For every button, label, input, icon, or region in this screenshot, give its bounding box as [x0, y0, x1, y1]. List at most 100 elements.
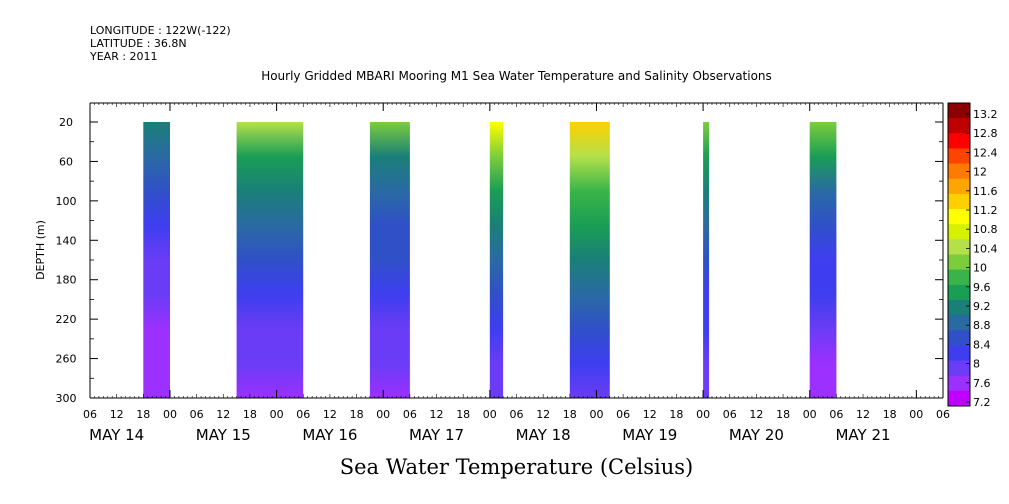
- x-hour-label: 12: [856, 408, 870, 421]
- x-day-label: MAY 16: [302, 426, 357, 444]
- colorbar-bin: [948, 224, 970, 240]
- x-hour-label: 00: [696, 408, 710, 421]
- colorbar-bin: [948, 163, 970, 180]
- y-axis-label: DEPTH (m): [34, 220, 47, 280]
- colorbar-label: 9.2: [973, 300, 991, 313]
- data-segment: [236, 122, 304, 398]
- x-hour-label: 06: [829, 408, 843, 421]
- x-day-label: MAY 20: [729, 426, 784, 444]
- x-hour-label: 06: [510, 408, 524, 421]
- colorbar-label: 10.8: [973, 223, 998, 236]
- year-label: YEAR : 2011: [90, 50, 158, 63]
- y-tick-label: 20: [59, 116, 73, 129]
- colorbar-label: 12: [973, 166, 987, 179]
- y-tick-label: 100: [56, 195, 77, 208]
- x-hour-label: 18: [776, 408, 790, 421]
- x-day-label: MAY 21: [835, 426, 890, 444]
- colorbar-bin: [948, 118, 970, 134]
- colorbar-bin: [948, 209, 970, 225]
- x-hour-label: 06: [403, 408, 417, 421]
- x-hour-label: 06: [723, 408, 737, 421]
- data-segment: [703, 122, 710, 398]
- colorbar-bin: [948, 345, 970, 361]
- colorbar-label: 7.2: [973, 396, 991, 409]
- plot-area: [90, 103, 943, 398]
- x-hour-label: 06: [190, 408, 204, 421]
- colorbar-label: 10: [973, 262, 987, 275]
- x-axis-title: Sea Water Temperature (Celsius): [339, 455, 694, 479]
- colorbar: 13.2 12.8 12.4 12 11.6 11.2 10.8 10.4 10 9.6 9.2 8.…: [947, 102, 998, 409]
- colorbar-label: 8.4: [973, 338, 991, 351]
- y-tick-label: 260: [56, 353, 77, 366]
- colorbar-bin: [948, 375, 970, 392]
- x-hour-label: 00: [590, 408, 604, 421]
- colorbar-bin: [948, 254, 970, 271]
- colorbar-frame: [947, 102, 971, 407]
- x-hour-label: 00: [803, 408, 817, 421]
- colorbar-label: 13.2: [973, 108, 998, 121]
- colorbar-label: 9.6: [973, 281, 991, 294]
- x-hour-label: 12: [643, 408, 657, 421]
- colorbar-label: 8: [973, 358, 980, 371]
- axes: 06 12 18 00 06 12 18 00 06 12 18 00 06 12 18 00 06 12 18 00…: [56, 102, 950, 444]
- data-segment: [143, 122, 170, 398]
- colorbar-bin: [948, 330, 970, 346]
- colorbar-label: 12.8: [973, 127, 998, 140]
- y-tick-label: 140: [56, 234, 77, 247]
- x-hour-label: 18: [669, 408, 683, 421]
- x-day-label: MAY 18: [516, 426, 571, 444]
- x-hour-label: 18: [350, 408, 364, 421]
- colorbar-label: 12.4: [973, 146, 998, 159]
- colorbar-bin: [948, 239, 970, 255]
- x-hour-label: 12: [216, 408, 230, 421]
- x-hour-label: 18: [563, 408, 577, 421]
- x-hour-label: 00: [483, 408, 497, 421]
- x-day-label: MAY 14: [89, 426, 144, 444]
- x-hour-label: 18: [883, 408, 897, 421]
- colorbar-bin: [948, 299, 970, 316]
- x-hour-label: 00: [270, 408, 284, 421]
- colorbar-label: 7.6: [973, 377, 991, 390]
- x-hour-label: 12: [749, 408, 763, 421]
- colorbar-bin: [948, 269, 970, 286]
- colorbar-label: 10.4: [973, 242, 998, 255]
- x-hour-label: 18: [456, 408, 470, 421]
- colorbar-bin: [948, 193, 970, 210]
- colorbar-bin: [948, 148, 970, 164]
- x-day-label: MAY 19: [622, 426, 677, 444]
- x-hour-label: 06: [296, 408, 310, 421]
- x-hour-label: 06: [616, 408, 630, 421]
- y-tick-label: 180: [56, 274, 77, 287]
- x-hour-label: 12: [430, 408, 444, 421]
- colorbar-label: 11.6: [973, 185, 998, 198]
- colorbar-label: 11.2: [973, 204, 998, 217]
- x-hour-label: 18: [136, 408, 150, 421]
- y-tick-label: 300: [56, 392, 77, 405]
- colorbar-bin: [948, 133, 970, 149]
- data-segment: [369, 122, 410, 398]
- colorbar-bin: [948, 178, 970, 195]
- x-day-label: MAY 17: [409, 426, 464, 444]
- colorbar-bin: [948, 103, 970, 119]
- y-tick-label: 60: [59, 155, 73, 168]
- plot-background: [90, 103, 943, 398]
- x-hour-label: 00: [376, 408, 390, 421]
- x-hour-label: 18: [243, 408, 257, 421]
- x-day-label: MAY 15: [196, 426, 251, 444]
- x-hour-label: 12: [110, 408, 124, 421]
- colorbar-bin: [948, 315, 970, 331]
- chart-title: Hourly Gridded MBARI Mooring M1 Sea Wate…: [261, 69, 772, 83]
- data-segment: [809, 122, 837, 398]
- colorbar-bin: [948, 390, 970, 407]
- x-hour-label: 00: [163, 408, 177, 421]
- colorbar-bin: [948, 360, 970, 377]
- latitude-label: LATITUDE : 36.8N: [90, 37, 187, 50]
- colorbar-bin: [948, 284, 970, 301]
- x-hour-label: 00: [909, 408, 923, 421]
- data-segment: [489, 122, 504, 398]
- data-segment: [569, 122, 610, 398]
- colorbar-label: 8.8: [973, 319, 991, 332]
- x-hour-label: 12: [323, 408, 337, 421]
- x-hour-label: 06: [936, 408, 950, 421]
